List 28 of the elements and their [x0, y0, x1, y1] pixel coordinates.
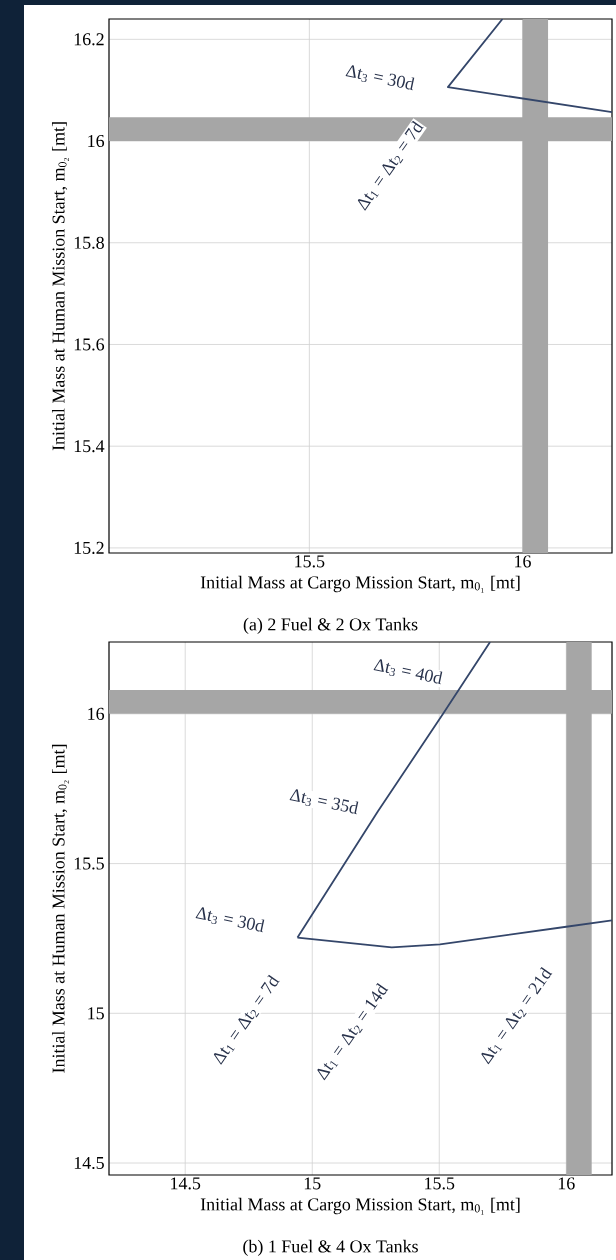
y-tick-label: 15: [88, 1007, 104, 1020]
x-tick-label: 16: [558, 1177, 575, 1190]
y-tick-label: 14.5: [74, 1156, 104, 1170]
y-tick-label: 15.4: [74, 440, 105, 453]
annotation: Δt$_{3}$ = 30d: [345, 65, 415, 91]
annotation: Δt$_{3}$ = 30d: [195, 907, 265, 933]
x-axis-title: Initial Mass at Cargo Mission Start, m$_{0₁}$ [mt]: [200, 575, 520, 593]
text: (b) 1 Fuel & 4 Ox Tanks: [243, 1239, 418, 1257]
annotation: Δt$_{1}$ = Δt$_{2}$ = 14d: [317, 983, 389, 1081]
annotation: Δt$_{3}$ = 40d: [373, 659, 443, 685]
y-tick-label: 15.2: [74, 541, 104, 554]
x-tick-label: 15: [304, 1177, 321, 1190]
x-tick-label: 15.5: [425, 1177, 455, 1190]
y-tick-label: 16.2: [74, 33, 104, 46]
x-axis-title: Initial Mass at Cargo Mission Start, m$_{0₁}$ [mt]: [200, 1197, 520, 1215]
y-axis-title: Initial Mass at Human Mission Start, m$_{0₂}$ [mt]: [51, 744, 69, 1073]
text: (a) 2 Fuel & 2 Ox Tanks: [243, 617, 418, 635]
annotation: Δt$_{1}$ = Δt$_{2}$ = 7d: [357, 120, 424, 211]
annotation: Δt$_{1}$ = Δt$_{2}$ = 21d: [481, 967, 553, 1065]
y-tick-label: 15.5: [74, 857, 104, 870]
y-tick-label: 15.8: [74, 236, 104, 249]
y-tick-label: 16: [88, 707, 105, 720]
y-tick-label: 15.6: [74, 338, 105, 351]
y-axis-title: Initial Mass at Human Mission Start, m$_{0₂}$ [mt]: [51, 122, 69, 451]
y-tick-label: 16: [88, 135, 105, 148]
annotation: Δt$_{3}$ = 35d: [289, 789, 359, 815]
annotation: Δt$_{1}$ = Δt$_{2}$ = 7d: [213, 974, 280, 1065]
x-tick-label: 14.5: [171, 1177, 201, 1190]
